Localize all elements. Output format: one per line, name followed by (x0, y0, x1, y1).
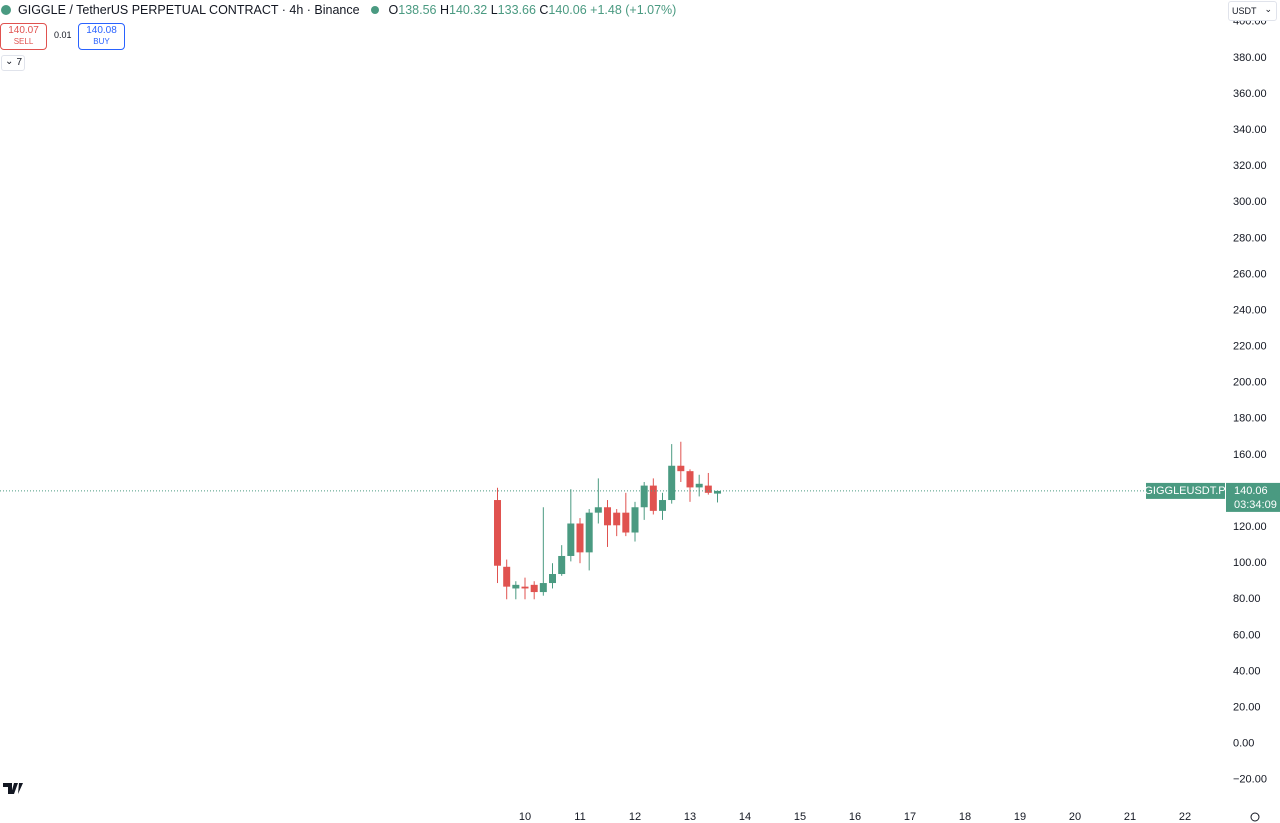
candle-body (604, 507, 612, 526)
x-tick-label: 19 (1014, 811, 1026, 823)
x-tick-label: 13 (684, 811, 696, 823)
y-tick-label: −20.00 (1233, 774, 1267, 786)
candle-body (503, 566, 511, 587)
y-tick-label: 40.00 (1233, 665, 1261, 677)
indicators-toggle[interactable]: ⌄ 7 (1, 55, 25, 71)
settings-icon[interactable] (1250, 812, 1260, 822)
y-tick-label: 300.00 (1233, 196, 1267, 208)
y-tick-label: 260.00 (1233, 268, 1267, 280)
o-value: 138.56 (398, 3, 437, 17)
countdown: 03:34:09 (1234, 499, 1277, 511)
y-tick-label: 380.00 (1233, 52, 1267, 64)
spread: 0.01 (54, 30, 72, 40)
x-tick-label: 16 (849, 811, 861, 823)
symbol-title: GIGGLE / TetherUS PERPETUAL CONTRACT · 4… (18, 3, 360, 17)
candle-body (549, 574, 557, 584)
sell-price: 140.07 (8, 25, 39, 36)
currency: USDT (1232, 6, 1257, 16)
y-tick-label: 360.00 (1233, 88, 1267, 100)
candle-body (677, 465, 685, 472)
symbol-tag (1146, 482, 1225, 499)
o-label: O (388, 3, 399, 17)
c-label: C (539, 3, 549, 17)
candle-body (631, 507, 639, 533)
candle-body (659, 500, 667, 511)
candle-body (622, 512, 630, 533)
y-tick-label: 60.00 (1233, 629, 1261, 641)
candle-body (521, 586, 529, 589)
buy-label: BUY (93, 37, 110, 46)
y-tick-label: 280.00 (1233, 232, 1267, 244)
x-tick-label: 12 (629, 811, 641, 823)
h-label: H (439, 3, 449, 17)
y-tick-label: 80.00 (1233, 593, 1261, 605)
candle-body (649, 485, 657, 511)
buy-button[interactable]: 140.08 BUY (78, 23, 125, 50)
y-tick-label: 340.00 (1233, 124, 1267, 136)
candle-body (704, 485, 712, 493)
y-tick-label: 100.00 (1233, 557, 1267, 569)
change: +1.48 (+1.07%) (590, 3, 677, 17)
l-label: L (490, 3, 498, 17)
x-tick-label: 10 (519, 811, 531, 823)
y-tick-label: 320.00 (1233, 160, 1267, 172)
candle-body (576, 523, 584, 553)
sell-button[interactable]: 140.07 SELL (0, 23, 47, 50)
y-tick-label: 0.00 (1233, 738, 1254, 750)
x-tick-label: 20 (1069, 811, 1081, 823)
price-axis-bg (1225, 0, 1280, 823)
status-dot (371, 6, 380, 14)
x-tick-label: 21 (1124, 811, 1136, 823)
candle-body (668, 465, 676, 501)
x-tick-label: 22 (1179, 811, 1191, 823)
x-tick-label: 18 (959, 811, 971, 823)
x-tick-label: 17 (904, 811, 916, 823)
y-tick-label: 220.00 (1233, 341, 1267, 353)
y-tick-label: 180.00 (1233, 413, 1267, 425)
candle-body (567, 523, 575, 556)
tv-logo (3, 783, 23, 794)
candle-body (594, 507, 602, 513)
candle-body (558, 555, 566, 575)
y-tick-label: 120.00 (1233, 521, 1267, 533)
candle-body (640, 485, 648, 508)
x-tick-label: 14 (739, 811, 751, 823)
sell-label: SELL (13, 37, 34, 46)
l-value: 133.66 (497, 3, 536, 17)
indicators-count: 7 (16, 57, 22, 68)
price-tag-label: 140.06 (1234, 485, 1268, 497)
candle-body (539, 583, 547, 593)
candle-body (686, 471, 694, 488)
symbol-icon (0, 0, 11, 15)
candle-body (613, 512, 621, 526)
c-value: 140.06 (548, 3, 587, 17)
candle-body (530, 584, 538, 593)
header: GIGGLE / TetherUS PERPETUAL CONTRACT · 4… (18, 3, 676, 17)
symbol-tag-label: GIGGLEUSDT.P (1144, 485, 1225, 497)
y-tick-label: 200.00 (1233, 377, 1267, 389)
y-tick-label: 160.00 (1233, 449, 1267, 461)
candle-body (512, 584, 520, 589)
x-tick-label: 15 (794, 811, 806, 823)
h-value: 140.32 (449, 3, 488, 17)
price-tag (1226, 482, 1280, 512)
y-tick-label: 240.00 (1233, 304, 1267, 316)
x-tick-label: 11 (574, 811, 585, 823)
candle-body (585, 512, 593, 553)
candle-body (494, 500, 502, 566)
currency-select[interactable]: USDT ⌄ (1228, 1, 1277, 21)
y-tick-label: 20.00 (1233, 701, 1261, 713)
buy-price: 140.08 (86, 25, 117, 36)
candle-body (714, 490, 722, 494)
candle-body (695, 483, 703, 488)
